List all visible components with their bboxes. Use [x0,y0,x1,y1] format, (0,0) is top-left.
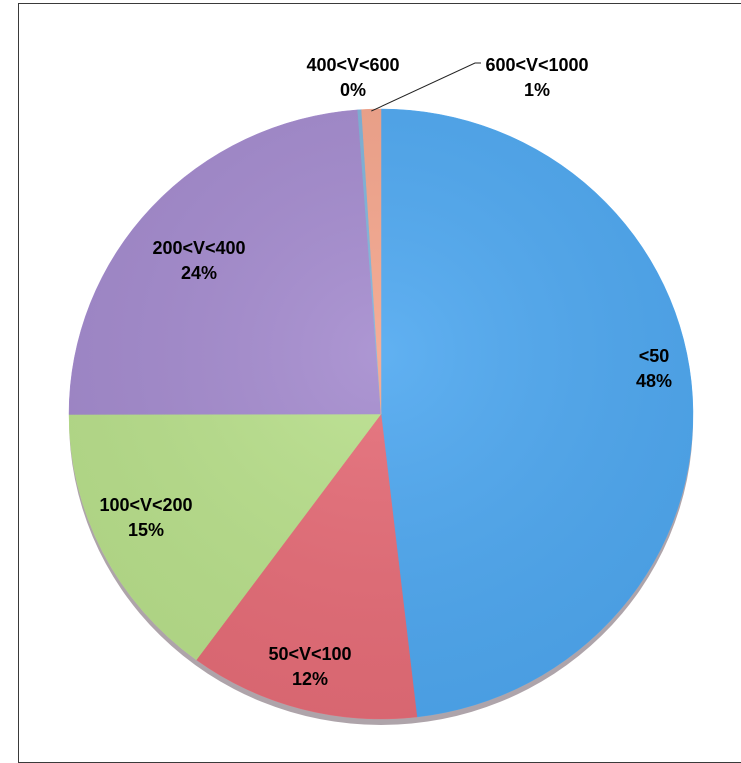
pie-slice-4 [68,109,382,415]
slice-label-category: 600<V<1000 [485,55,588,75]
chart-frame: <50 48% 50<V<100 12% 100<V<200 15% 200<V<400 24… [18,3,741,763]
leader-line [371,62,481,112]
slice-label-category: <50 [639,346,670,366]
pie-slice-1 [380,108,694,718]
slice-label-percent: 0% [340,80,366,100]
slice-label-percent: 24% [181,263,217,283]
slice-label-percent: 1% [524,80,550,100]
slice-label-category: 50<V<100 [268,644,351,664]
slice-label-percent: 15% [128,520,164,540]
pie-chart: <50 48% 50<V<100 12% 100<V<200 15% 200<V<400 24… [68,55,694,725]
slice-label-category: 200<V<400 [152,238,245,258]
slice-label-percent: 48% [636,371,672,391]
slice-label-category: 100<V<200 [99,495,192,515]
slice-label-percent: 12% [292,669,328,689]
slice-label-category: 400<V<600 [306,55,399,75]
